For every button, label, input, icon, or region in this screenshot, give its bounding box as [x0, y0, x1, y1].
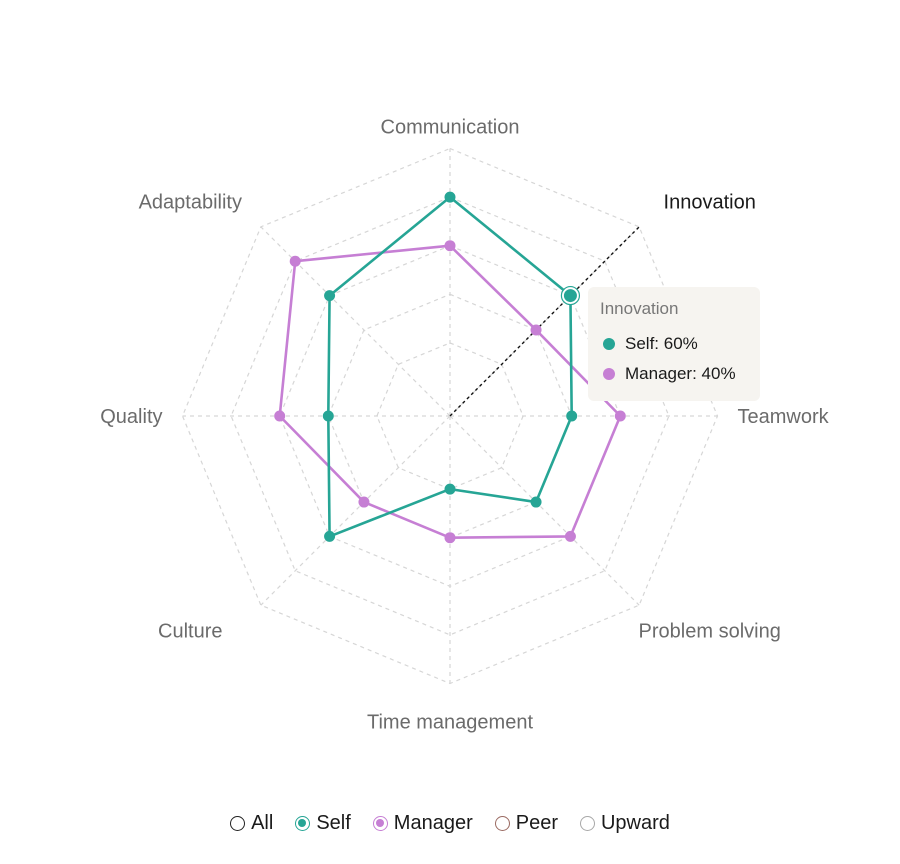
tooltip-self-value: Self: 60% — [625, 334, 698, 353]
legend-label: All — [251, 812, 274, 834]
data-point[interactable] — [444, 532, 456, 544]
data-point[interactable] — [444, 483, 456, 495]
radio-checked-icon[interactable] — [372, 816, 388, 831]
data-point[interactable] — [614, 410, 626, 422]
legend-label: Self — [316, 812, 351, 834]
tooltip-row-self: Self: 60% — [600, 329, 748, 359]
axis-label-problem-solving: Problem solving — [639, 621, 781, 643]
data-point[interactable] — [530, 496, 542, 508]
grid-spoke — [449, 415, 640, 606]
axis-label-communication: Communication — [381, 117, 520, 139]
hover-axis-line — [449, 226, 640, 417]
legend-item-manager[interactable]: Manager — [372, 812, 473, 835]
manager-dot-icon — [603, 368, 615, 380]
data-point[interactable] — [444, 191, 456, 203]
radio-icon[interactable] — [230, 816, 246, 831]
axis-label-innovation: Innovation — [664, 191, 756, 213]
grid-ring — [376, 342, 524, 490]
data-point[interactable] — [289, 255, 301, 267]
active-data-point[interactable] — [561, 287, 579, 305]
tooltip: Innovation Self: 60% Manager: 40% — [588, 287, 760, 401]
axis-label-teamwork: Teamwork — [738, 406, 830, 428]
legend-item-self[interactable]: Self — [295, 812, 351, 835]
radio-checked-icon[interactable] — [295, 816, 311, 831]
legend-item-upward[interactable]: Upward — [579, 812, 670, 835]
data-point[interactable] — [358, 496, 370, 508]
legend-label: Upward — [600, 812, 670, 834]
data-point[interactable] — [530, 324, 542, 336]
tooltip-manager-value: Manager: 40% — [625, 364, 736, 383]
active-point-ring — [560, 285, 581, 306]
legend: All Self Manager Peer Upward — [0, 812, 900, 835]
axis-label-quality: Quality — [100, 406, 162, 428]
axis-label-adaptability: Adaptability — [139, 191, 242, 213]
radio-icon[interactable] — [579, 816, 595, 831]
self-dot-icon — [603, 338, 615, 350]
data-point[interactable] — [564, 530, 576, 542]
radio-icon[interactable] — [494, 816, 510, 831]
data-point[interactable] — [322, 410, 334, 422]
data-point[interactable] — [444, 240, 456, 252]
legend-item-peer[interactable]: Peer — [494, 812, 558, 835]
legend-label: Peer — [515, 812, 558, 834]
tooltip-row-manager: Manager: 40% — [600, 359, 748, 389]
data-point[interactable] — [274, 410, 286, 422]
data-point[interactable] — [324, 530, 336, 542]
legend-item-all[interactable]: All — [230, 812, 273, 835]
axis-label-culture: Culture — [158, 621, 222, 643]
legend-label: Manager — [393, 812, 473, 834]
data-point[interactable] — [566, 410, 578, 422]
axis-label-time-management: Time management — [367, 712, 533, 734]
axis-labels: Communication Innovation Teamwork Problem s… — [100, 117, 829, 734]
grid-spoke — [260, 415, 451, 606]
data-series — [274, 191, 626, 544]
data-point[interactable] — [324, 290, 336, 302]
tooltip-title: Innovation — [600, 299, 679, 318]
